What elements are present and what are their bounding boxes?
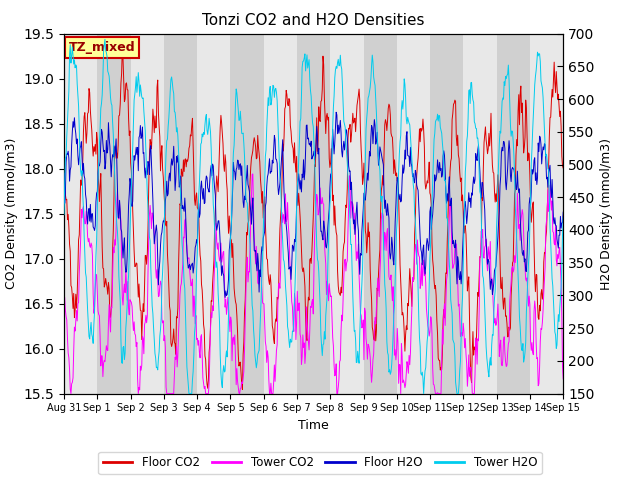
Text: TZ_mixed: TZ_mixed bbox=[69, 41, 136, 54]
Bar bbox=[530, 34, 563, 394]
Bar bbox=[97, 34, 131, 394]
Bar bbox=[397, 34, 430, 394]
Bar bbox=[64, 34, 97, 394]
Legend: Floor CO2, Tower CO2, Floor H2O, Tower H2O: Floor CO2, Tower CO2, Floor H2O, Tower H… bbox=[98, 452, 542, 474]
Bar bbox=[164, 34, 197, 394]
Title: Tonzi CO2 and H2O Densities: Tonzi CO2 and H2O Densities bbox=[202, 13, 425, 28]
Bar bbox=[364, 34, 397, 394]
Bar bbox=[197, 34, 230, 394]
Y-axis label: CO2 Density (mmol/m3): CO2 Density (mmol/m3) bbox=[5, 138, 18, 289]
Bar bbox=[497, 34, 530, 394]
Bar bbox=[230, 34, 264, 394]
Bar bbox=[131, 34, 164, 394]
Bar bbox=[297, 34, 330, 394]
Bar bbox=[430, 34, 463, 394]
Bar bbox=[264, 34, 297, 394]
Bar bbox=[463, 34, 497, 394]
Bar bbox=[330, 34, 364, 394]
Y-axis label: H2O Density (mmol/m3): H2O Density (mmol/m3) bbox=[600, 138, 613, 289]
X-axis label: Time: Time bbox=[298, 419, 329, 432]
